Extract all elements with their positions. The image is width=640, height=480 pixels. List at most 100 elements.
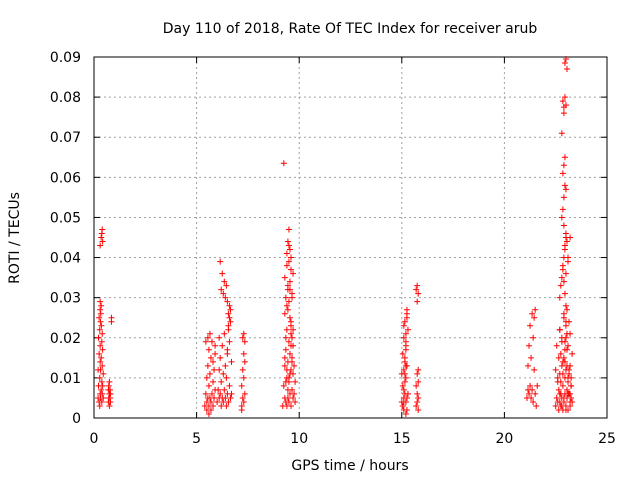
data-point — [226, 338, 233, 345]
data-point — [400, 366, 407, 373]
data-point — [219, 270, 226, 277]
data-point — [402, 330, 409, 337]
data-point — [415, 378, 422, 385]
data-point — [404, 326, 411, 333]
axis-ticks: 0 5 10 15 20 25 0 0.01 0.02 0.03 0.04 0.05 0.06 0.07 0… — [50, 50, 616, 447]
data-point — [283, 326, 290, 333]
data-point — [526, 342, 533, 349]
data-point — [565, 342, 572, 349]
data-point — [568, 374, 575, 381]
data-point — [283, 262, 290, 269]
data-point — [204, 362, 211, 369]
data-point — [561, 242, 568, 249]
data-point — [281, 362, 288, 369]
data-point — [401, 318, 408, 325]
data-point — [559, 358, 566, 365]
data-point — [401, 378, 408, 385]
data-point — [528, 394, 535, 401]
data-point — [532, 390, 539, 397]
data-point — [556, 326, 563, 333]
data-point — [206, 330, 213, 337]
data-point — [562, 56, 569, 63]
x-tick-label: 20 — [495, 431, 513, 447]
data-point — [210, 402, 217, 409]
data-point — [96, 402, 103, 409]
data-point — [414, 370, 421, 377]
data-point — [238, 406, 245, 413]
data-point — [554, 378, 561, 385]
data-point — [568, 382, 575, 389]
data-point — [553, 342, 560, 349]
data-point — [241, 390, 248, 397]
data-point — [401, 354, 408, 361]
data-point — [292, 378, 299, 385]
data-point — [227, 306, 234, 313]
data-point — [218, 378, 225, 385]
data-point — [529, 386, 536, 393]
data-point — [210, 378, 217, 385]
data-point — [289, 358, 296, 365]
data-point — [290, 394, 297, 401]
data-point — [563, 306, 570, 313]
data-point — [558, 334, 565, 341]
data-point — [285, 298, 292, 305]
y-tick-label: 0.07 — [50, 130, 81, 146]
data-point — [559, 170, 566, 177]
data-point — [239, 334, 246, 341]
data-point — [212, 350, 219, 357]
data-point — [205, 346, 212, 353]
data-point — [555, 386, 562, 393]
data-point — [569, 350, 576, 357]
y-tick-label: 0.06 — [50, 170, 81, 186]
data-point — [96, 374, 103, 381]
data-point — [527, 322, 534, 329]
data-point — [558, 362, 565, 369]
data-point — [560, 162, 567, 169]
data-point — [400, 322, 407, 329]
data-point — [566, 366, 573, 373]
data-point — [560, 354, 567, 361]
data-point — [563, 238, 570, 245]
data-point — [205, 382, 212, 389]
data-point — [100, 394, 107, 401]
data-point — [228, 390, 235, 397]
data-point — [238, 382, 245, 389]
data-point — [400, 386, 407, 393]
data-point — [98, 386, 105, 393]
data-point — [281, 310, 288, 317]
data-point — [107, 398, 114, 405]
data-point — [558, 214, 565, 221]
data-point — [399, 402, 406, 409]
data-point — [227, 318, 234, 325]
data-point — [286, 246, 293, 253]
data-point — [99, 362, 106, 369]
data-point — [284, 394, 291, 401]
data-point — [282, 334, 289, 341]
data-point — [403, 394, 410, 401]
data-point — [534, 382, 541, 389]
data-point — [558, 274, 565, 281]
data-point — [287, 266, 294, 273]
data-point — [560, 278, 567, 285]
data-point — [97, 298, 104, 305]
data-point — [527, 382, 534, 389]
data-point — [403, 314, 410, 321]
data-point — [97, 306, 104, 313]
data-point — [552, 366, 559, 373]
data-point — [532, 306, 539, 313]
data-point — [531, 366, 538, 373]
data-point — [561, 94, 568, 101]
data-point — [287, 254, 294, 261]
data-point — [402, 342, 409, 349]
data-point — [561, 154, 568, 161]
data-point — [99, 226, 106, 233]
data-point — [560, 394, 567, 401]
data-point — [287, 342, 294, 349]
data-point — [203, 374, 210, 381]
data-point — [282, 378, 289, 385]
data-point — [107, 390, 114, 397]
data-point — [560, 194, 567, 201]
data-point — [563, 66, 570, 73]
data-point — [404, 390, 411, 397]
data-point — [289, 290, 296, 297]
